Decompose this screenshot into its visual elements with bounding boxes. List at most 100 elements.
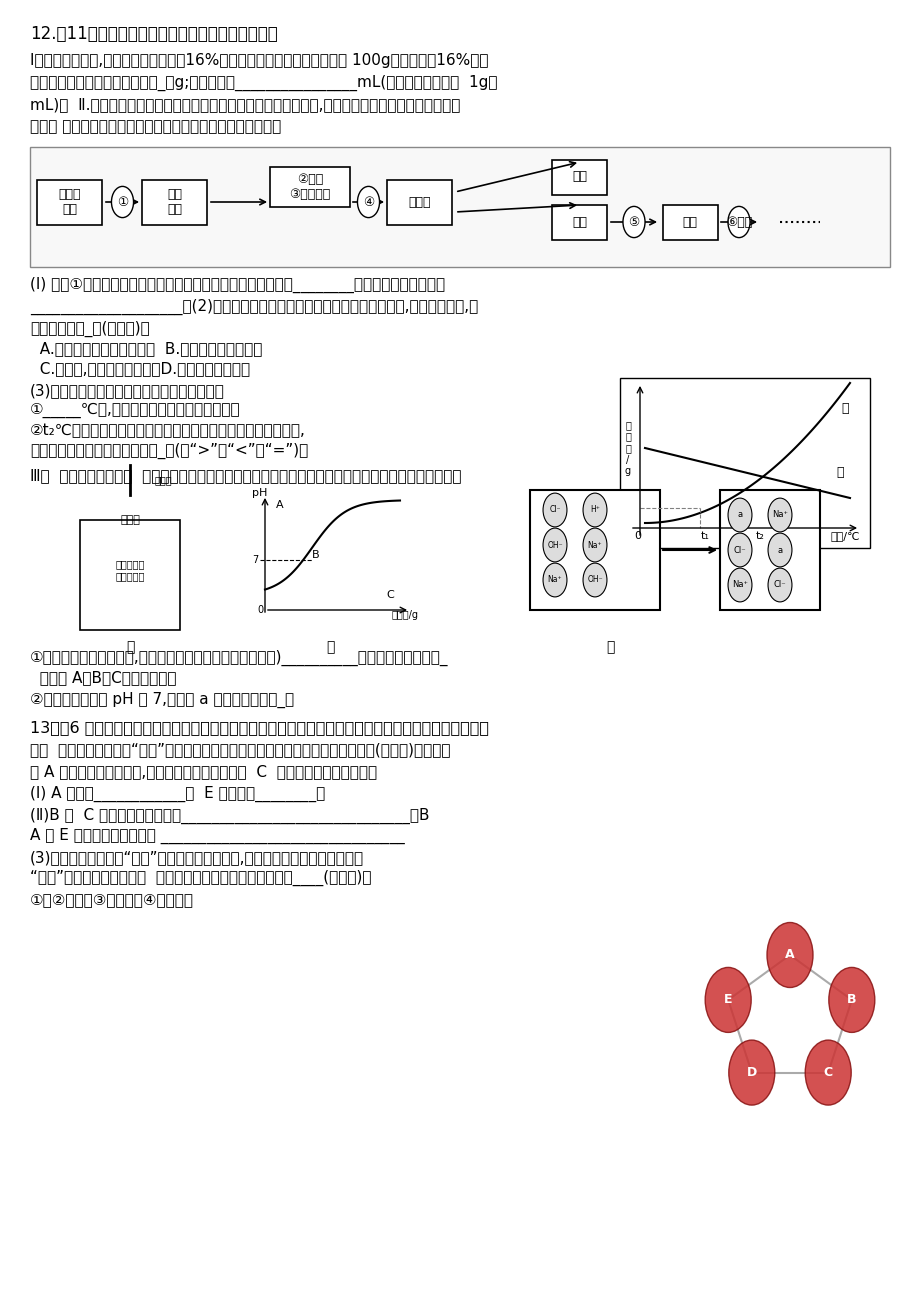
Text: 12.（11分）氯化钓在生活、消费中有广泛的用处。: 12.（11分）氯化钓在生活、消费中有广泛的用处。: [30, 25, 278, 43]
Text: ②t₂℃时，将等质量的甲、乙两种物质加水溶解配制成饱和溶液,: ②t₂℃时，将等质量的甲、乙两种物质加水溶解配制成饱和溶液,: [30, 422, 305, 438]
Text: C: C: [823, 1066, 832, 1079]
FancyBboxPatch shape: [619, 378, 869, 549]
Text: (Ⅱ)B 与  C 反应的化学方程式为______________________________。B: (Ⅱ)B 与 C 反应的化学方程式为______________________…: [30, 809, 429, 824]
Text: ①_____℃时,甲、乙两种物质的溢解度相等。: ①_____℃时,甲、乙两种物质的溢解度相等。: [30, 403, 241, 419]
FancyBboxPatch shape: [720, 490, 819, 610]
Text: a: a: [737, 511, 742, 520]
Text: 乙: 乙: [835, 467, 843, 480]
Circle shape: [622, 207, 644, 238]
FancyBboxPatch shape: [80, 520, 180, 630]
Text: （选塪 A、B、C）点处表示。: （选塪 A、B、C）点处表示。: [30, 670, 176, 685]
Text: ⑤: ⑤: [628, 216, 639, 229]
Text: 化钓溶液，需要氯化钓的质量为_式g;水的体积为________________mL(水的密度近似看作  1g／: 化钓溶液，需要氯化钓的质量为_式g;水的体积为________________m…: [30, 75, 497, 91]
Circle shape: [583, 528, 607, 562]
Text: 泥沙: 泥沙: [572, 170, 587, 183]
FancyBboxPatch shape: [662, 204, 717, 239]
Text: 丙: 丙: [605, 640, 614, 654]
Text: A: A: [276, 500, 283, 510]
FancyBboxPatch shape: [387, 179, 452, 225]
Text: Na⁺: Na⁺: [771, 511, 788, 520]
Text: ①鐵②氧化鐵③二氧化碳④氢氧化钗: ①鐵②氧化鐵③二氧化碳④氢氧化钗: [30, 892, 194, 907]
Circle shape: [542, 563, 566, 597]
FancyBboxPatch shape: [552, 160, 607, 195]
Circle shape: [542, 493, 566, 526]
Text: ④: ④: [362, 195, 374, 208]
Circle shape: [111, 186, 133, 217]
Text: 温度/℃: 温度/℃: [829, 530, 859, 541]
Text: H⁺: H⁺: [589, 506, 599, 515]
Text: A.食盐没有全部溶解即过滤  B.蔕发时食盐飞溅剧烈: A.食盐没有全部溶解即过滤 B.蔕发时食盐飞溅剧烈: [30, 341, 262, 356]
Text: A: A: [784, 949, 794, 962]
Text: pH: pH: [252, 488, 267, 498]
Text: “卫士”都能发生反应才能攻  破防线，那么能攻入围屋的物质是____(填序号)。: “卫士”都能发生反应才能攻 破防线，那么能攻入围屋的物质是____(填序号)。: [30, 870, 371, 887]
Text: OH⁻: OH⁻: [547, 541, 562, 550]
Text: E: E: [723, 993, 732, 1006]
Text: (Ⅰ) 操作①中用到的仪器有铁架台、玻璃棒、酒精灯、圑墙镄、________。其中玻璃棒的作用是: (Ⅰ) 操作①中用到的仪器有铁架台、玻璃棒、酒精灯、圑墙镄、________。其…: [30, 277, 445, 294]
Text: Na⁺: Na⁺: [587, 541, 602, 550]
Text: 乙: 乙: [325, 640, 334, 654]
Text: (Ⅰ) A 物质是____________，  E 的俗称是________。: (Ⅰ) A 物质是____________， E 的俗称是________。: [30, 786, 325, 802]
Text: 滴有酸性的
炉具清洁剂: 滴有酸性的 炉具清洁剂: [115, 559, 144, 581]
Circle shape: [767, 533, 791, 567]
Text: ②假设反应后溶液 pH 为 7,图丙中 a 微粒的化学式为_。: ②假设反应后溶液 pH 为 7,图丙中 a 微粒的化学式为_。: [30, 692, 294, 708]
Circle shape: [357, 186, 380, 217]
Text: Na⁺: Na⁺: [547, 576, 562, 585]
Circle shape: [583, 493, 607, 526]
Text: Ⅲ．  家庭制备氯化钓：  将洁厕灵（含有盐酸）与炉具清洁剥（含有氢氧化钓）混合，如以下图甲所示。: Ⅲ． 家庭制备氯化钓： 将洁厕灵（含有盐酸）与炉具清洁剥（含有氢氧化钓）混合，如…: [30, 468, 461, 484]
Text: 7: 7: [252, 555, 257, 566]
Text: 甲: 甲: [126, 640, 134, 654]
Text: 滤液: 滤液: [572, 216, 587, 229]
Circle shape: [705, 967, 751, 1032]
Text: B: B: [846, 993, 856, 1006]
Text: C: C: [386, 590, 393, 601]
Circle shape: [804, 1040, 850, 1105]
Text: t₁: t₁: [699, 530, 709, 541]
Text: 以下是 制备纯洁氯化钓的实验流程，请据图答复以下和询题。: 以下是 制备纯洁氯化钓的实验流程，请据图答复以下和询题。: [30, 120, 281, 134]
Text: B: B: [312, 550, 320, 560]
Circle shape: [727, 207, 749, 238]
Text: OH⁻: OH⁻: [586, 576, 602, 585]
Text: ____________________。(2)实验完毜后称量获得的精盐，并计算精盐的产率,发觉产率偏低,其: ____________________。(2)实验完毜后称量获得的精盐，并计算…: [30, 299, 478, 315]
Text: 和碳  酸钓作为屋的守护“卫士”，只有相邻物质之间能发生反应才能组成守护的防线(如下图)．其中物: 和碳 酸钓作为屋的守护“卫士”，只有相邻物质之间能发生反应才能组成守护的防线(如…: [30, 742, 450, 757]
Circle shape: [766, 923, 812, 988]
Text: Cl⁻: Cl⁻: [549, 506, 561, 515]
Text: 溶
解
度
/
g: 溶 解 度 / g: [624, 420, 630, 476]
Text: 较细
粗盐: 较细 粗盐: [167, 188, 182, 216]
Text: mL)。  Ⅱ.海水中提取氯化钓。利用风吹日晗能够从海水中提取粗盐,粗盐中一般含有少量泥沙等杂质。: mL)。 Ⅱ.海水中提取氯化钓。利用风吹日晗能够从海水中提取粗盐,粗盐中一般含有…: [30, 98, 459, 112]
Text: Cl⁻: Cl⁻: [732, 546, 745, 555]
Text: 所得溶液质量的大小关系为：甲_乙(填“>”、“<”或“=”)。: 所得溶液质量的大小关系为：甲_乙(填“>”、“<”或“=”)。: [30, 443, 308, 459]
Text: 大颗粒
粗盐: 大颗粒 粗盐: [59, 188, 81, 216]
Text: ⑥称量: ⑥称量: [725, 216, 752, 229]
Text: 质 A 常用于钓酸蓄电池中,其浓溶液有脱水性；物质  C  是人体胃液中的主要成分: 质 A 常用于钓酸蓄电池中,其浓溶液有脱水性；物质 C 是人体胃液中的主要成分: [30, 764, 377, 779]
Text: Na⁺: Na⁺: [732, 581, 747, 589]
Text: 悬浊液: 悬浊液: [408, 195, 431, 208]
Text: 甲: 甲: [840, 402, 848, 415]
Text: a: a: [777, 546, 782, 555]
Text: ①假设反应后溶液呈红色,则反应后溶液中的溶质是酰酸除外)__________如今溶液可用图乙中_: ①假设反应后溶液呈红色,则反应后溶液中的溶质是酰酸除外)__________如今…: [30, 650, 448, 666]
Circle shape: [727, 533, 751, 567]
Circle shape: [828, 967, 874, 1032]
Text: Cl⁻: Cl⁻: [773, 581, 786, 589]
FancyBboxPatch shape: [269, 166, 349, 207]
Text: D: D: [746, 1066, 756, 1079]
FancyBboxPatch shape: [529, 490, 659, 610]
Text: ①: ①: [117, 195, 128, 208]
Text: 精盐: 精盐: [682, 216, 697, 229]
Text: Ⅰ．在农业消费上,常需要用质量分数为16%的氯化钓溶液选种。某同学配制 100g质量分数为16%的氯: Ⅰ．在农业消费上,常需要用质量分数为16%的氯化钓溶液选种。某同学配制 100g…: [30, 53, 488, 68]
Text: (3)现有以下物质作为“外敌”分别对围屋发起进攻,假设该物质与两位相邻的守护: (3)现有以下物质作为“外敌”分别对围屋发起进攻,假设该物质与两位相邻的守护: [30, 850, 364, 865]
Text: ②称重
③加水搅拌: ②称重 ③加水搅拌: [289, 173, 330, 202]
Circle shape: [767, 498, 791, 532]
Text: A 与 E 反应时的实验现象为 ________________________________: A 与 E 反应时的实验现象为 ________________________…: [30, 828, 404, 844]
FancyBboxPatch shape: [142, 179, 208, 225]
Circle shape: [727, 498, 751, 532]
Text: 可能的缘故是_。(填序号)。: 可能的缘故是_。(填序号)。: [30, 321, 150, 337]
Text: t₂: t₂: [754, 530, 764, 541]
Circle shape: [728, 1040, 774, 1105]
FancyBboxPatch shape: [552, 204, 607, 239]
Text: 0: 0: [634, 530, 641, 541]
Text: 清厕灵: 清厕灵: [120, 515, 140, 525]
Text: 13．（6 分）闽南客家围屋好像城堡，能够抛御外敢入侵。现有五种物质盐酸、硫酸、氧氧化钓、氯化钗: 13．（6 分）闽南客家围屋好像城堡，能够抛御外敢入侵。现有五种物质盐酸、硫酸、…: [30, 720, 489, 734]
Text: 清厕灵/g: 清厕灵/g: [391, 610, 418, 620]
Text: 清厕灵: 清厕灵: [154, 474, 173, 485]
Circle shape: [767, 568, 791, 602]
